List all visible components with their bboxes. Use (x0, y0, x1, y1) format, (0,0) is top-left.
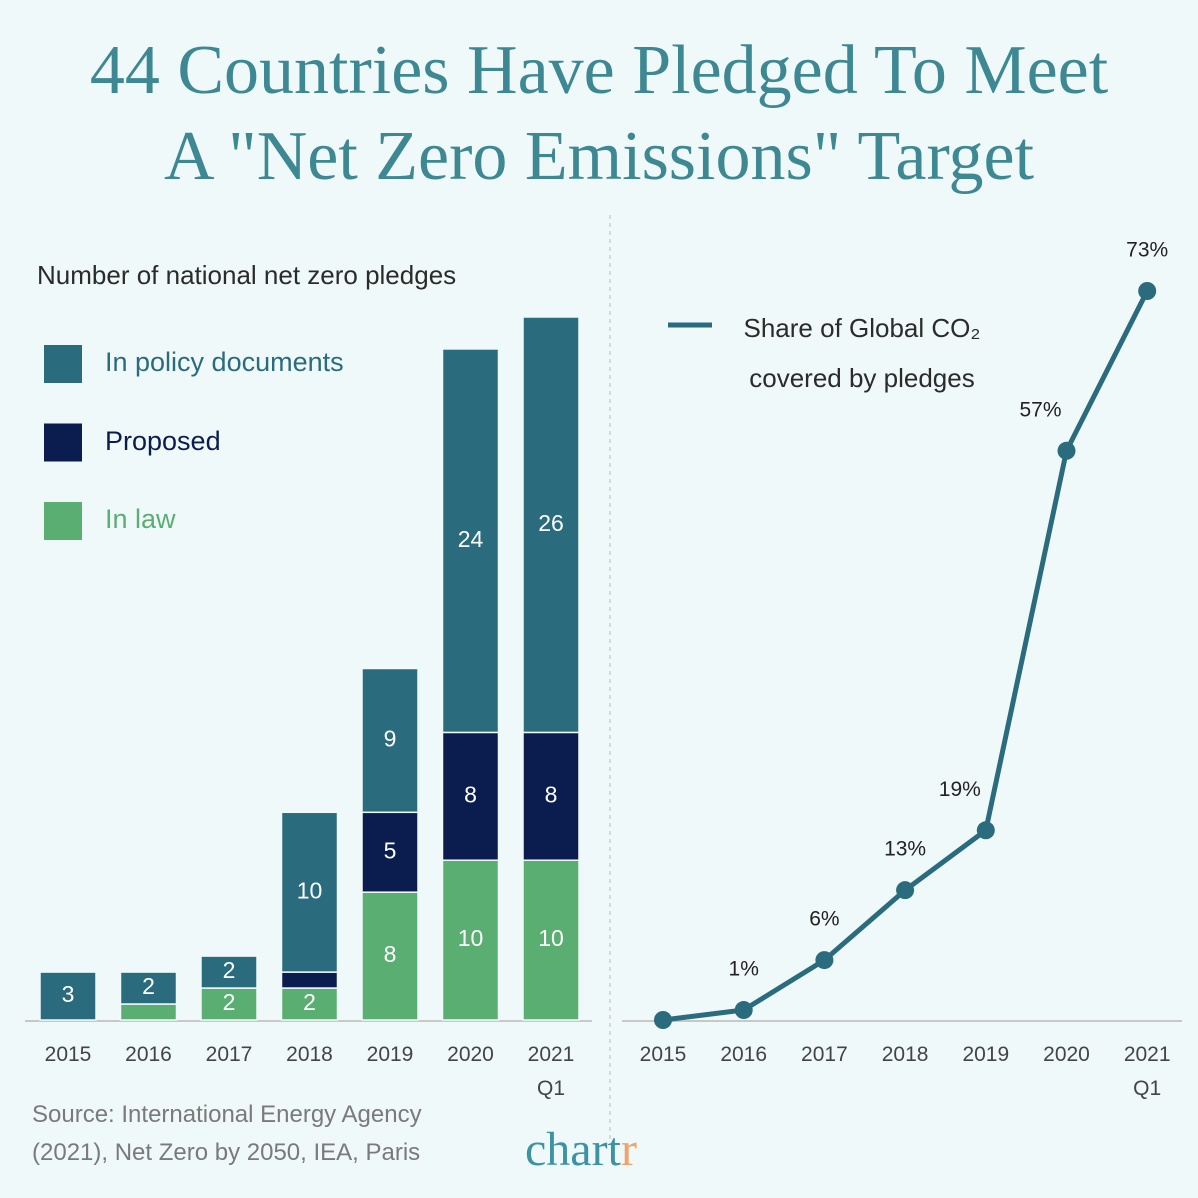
bar-segment (441, 859, 500, 1021)
brand: chartr (525, 1123, 637, 1176)
x-tick-label: 2020 (1043, 1043, 1090, 1066)
x-tick-label: 2018 (881, 1043, 929, 1066)
bar-segment (441, 348, 500, 734)
x-tick-label: 2015 (639, 1043, 687, 1066)
value-label: 10 (458, 925, 484, 951)
legend-swatch (44, 423, 82, 462)
value-label: 26 (538, 510, 564, 536)
bar-segment (441, 731, 500, 861)
point (734, 1001, 753, 1020)
bar-segment (119, 1003, 178, 1021)
legend-swatch (44, 345, 82, 383)
x-tick-label: 2019 (962, 1043, 1010, 1066)
value-label: 8 (384, 941, 397, 967)
value-label: 2 (223, 957, 236, 983)
x-tick-label: 2017 (801, 1043, 848, 1066)
legend-label: In policy documents (105, 347, 344, 377)
value-label: 3 (62, 981, 75, 1007)
bar-segment (39, 971, 97, 1021)
bar-segment (522, 316, 580, 734)
value-label: 10 (297, 877, 323, 903)
point (1057, 441, 1076, 460)
point (976, 821, 995, 840)
x-tick-label: 2020 (447, 1043, 494, 1066)
bar-segment (361, 667, 419, 814)
value-label: 5 (384, 837, 397, 863)
value-label: 73% (1126, 239, 1168, 262)
bar-segment (522, 731, 580, 861)
bar-segment (361, 891, 419, 1021)
bar-segment (119, 971, 178, 1005)
value-label: 57% (1019, 398, 1061, 421)
point (896, 881, 915, 900)
value-label: 8 (464, 781, 477, 807)
point (815, 951, 834, 970)
value-label: 8 (545, 781, 558, 807)
x-tick-label: 2019 (366, 1043, 414, 1066)
value-label: 2 (223, 989, 236, 1015)
source: Source: International Energy Agency (202… (32, 1101, 422, 1166)
bar-segment (361, 811, 419, 893)
bar-segment (280, 971, 339, 989)
value-label: 9 (384, 725, 397, 751)
legend-label: Proposed (105, 425, 221, 456)
x-tick-label: 2021 Q1 (1123, 1043, 1171, 1100)
legend-swatch (44, 502, 82, 540)
point (654, 1011, 672, 1029)
value-label: 19% (939, 778, 981, 801)
point (1138, 282, 1157, 300)
value-label: 24 (458, 526, 484, 552)
value-label: 10 (538, 925, 564, 951)
x-tick-label: 2015 (44, 1043, 92, 1066)
bar-segment (200, 955, 258, 989)
value-label: 1% (729, 958, 759, 981)
x-tick-label: 2016 (125, 1043, 172, 1066)
value-label: 13% (884, 838, 926, 861)
title: 44 Countries Have Pledged To Meet A "Net… (89, 32, 1109, 195)
value-label: 6% (809, 908, 839, 931)
x-tick-label: 2021 Q1 (527, 1043, 575, 1100)
subtitle: Number of national net zero pledges (37, 260, 457, 290)
bar-segment (522, 859, 580, 1021)
x-tick-label: 2017 (205, 1043, 253, 1066)
value-label: 2 (303, 989, 316, 1015)
value-label: 2 (142, 973, 155, 999)
legend-label: In law (105, 504, 176, 534)
x-tick-label: 2018 (286, 1043, 333, 1066)
x-tick-label: 2016 (720, 1043, 768, 1066)
bar-segment (280, 811, 339, 973)
legend-label: Share of Global CO₂ covered by pledges (743, 313, 981, 393)
